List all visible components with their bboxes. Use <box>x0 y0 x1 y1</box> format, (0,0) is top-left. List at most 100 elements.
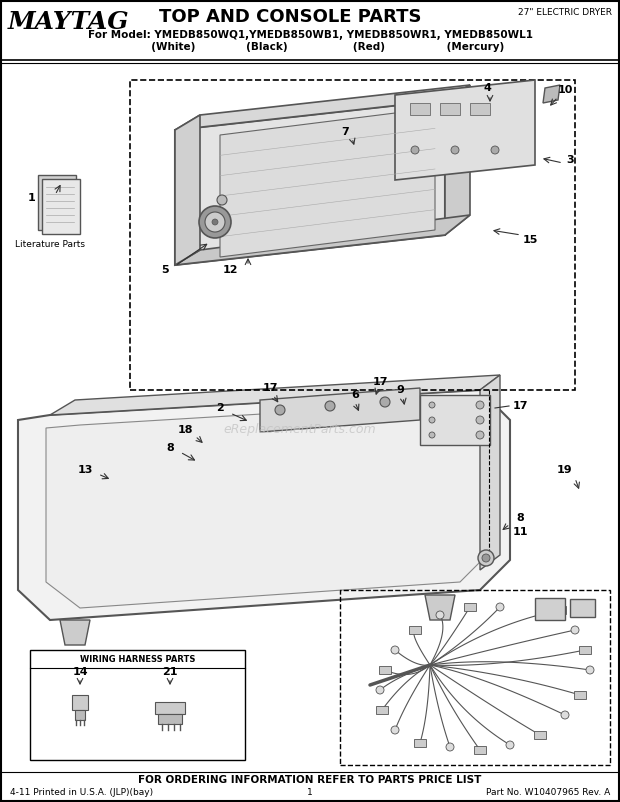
Circle shape <box>217 195 227 205</box>
Circle shape <box>451 146 459 154</box>
Bar <box>554 606 566 614</box>
Polygon shape <box>445 85 470 235</box>
Text: TOP AND CONSOLE PARTS: TOP AND CONSOLE PARTS <box>159 8 421 26</box>
Bar <box>579 646 591 654</box>
Text: 11: 11 <box>512 527 528 537</box>
Bar <box>474 746 486 754</box>
Polygon shape <box>42 179 80 234</box>
Bar <box>130 80 575 390</box>
Text: 4-11 Printed in U.S.A. (JLP)(bay): 4-11 Printed in U.S.A. (JLP)(bay) <box>10 788 153 797</box>
Text: 1: 1 <box>307 788 313 797</box>
Text: 17: 17 <box>262 383 278 393</box>
Text: 14: 14 <box>72 667 88 677</box>
Text: 5: 5 <box>161 265 169 275</box>
Circle shape <box>476 431 484 439</box>
Circle shape <box>376 686 384 694</box>
Circle shape <box>429 432 435 438</box>
Text: MAYTAG: MAYTAG <box>8 10 130 34</box>
Text: eReplacementParts.com: eReplacementParts.com <box>224 423 376 436</box>
Bar <box>30 650 245 760</box>
Text: 19: 19 <box>557 465 573 475</box>
Bar <box>340 590 610 765</box>
Circle shape <box>571 626 579 634</box>
Polygon shape <box>72 695 88 710</box>
Bar <box>535 598 565 620</box>
Bar <box>534 731 546 739</box>
Polygon shape <box>46 402 486 608</box>
Text: Literature Parts: Literature Parts <box>15 240 85 249</box>
Circle shape <box>391 646 399 654</box>
Bar <box>376 706 388 714</box>
Text: Part No. W10407965 Rev. A: Part No. W10407965 Rev. A <box>485 788 610 797</box>
Circle shape <box>476 401 484 409</box>
Circle shape <box>199 206 231 238</box>
Polygon shape <box>260 388 420 432</box>
Polygon shape <box>18 390 510 620</box>
Polygon shape <box>50 375 500 415</box>
Polygon shape <box>425 595 455 620</box>
Text: 17: 17 <box>512 401 528 411</box>
Text: 10: 10 <box>557 85 573 95</box>
Polygon shape <box>175 85 470 130</box>
Text: 8: 8 <box>166 443 174 453</box>
Text: 6: 6 <box>351 390 359 400</box>
Text: 13: 13 <box>78 465 92 475</box>
Text: 2: 2 <box>216 403 224 413</box>
Bar <box>409 626 421 634</box>
Polygon shape <box>480 375 500 570</box>
Circle shape <box>482 554 490 562</box>
Circle shape <box>212 219 218 225</box>
Circle shape <box>506 741 514 749</box>
Bar <box>570 599 595 617</box>
Polygon shape <box>175 100 470 190</box>
Polygon shape <box>60 620 90 645</box>
Text: 12: 12 <box>222 265 237 275</box>
Text: (White)              (Black)                  (Red)                 (Mercury): (White) (Black) (Red) (Mercury) <box>115 42 505 52</box>
Text: For Model: YMEDB850WQ1,YMEDB850WB1, YMEDB850WR1, YMEDB850WL1: For Model: YMEDB850WQ1,YMEDB850WB1, YMED… <box>87 30 533 40</box>
Bar <box>379 666 391 674</box>
Circle shape <box>496 603 504 611</box>
Circle shape <box>491 146 499 154</box>
Circle shape <box>478 550 494 566</box>
Polygon shape <box>158 714 182 724</box>
Bar <box>414 739 426 747</box>
Bar <box>574 691 586 699</box>
Circle shape <box>436 611 444 619</box>
Polygon shape <box>420 395 490 445</box>
Circle shape <box>411 146 419 154</box>
Text: 9: 9 <box>396 385 404 395</box>
Circle shape <box>325 401 335 411</box>
Text: WIRING HARNESS PARTS: WIRING HARNESS PARTS <box>80 655 195 664</box>
Circle shape <box>391 726 399 734</box>
Polygon shape <box>395 80 535 180</box>
Text: 1: 1 <box>28 193 36 203</box>
Circle shape <box>429 402 435 408</box>
Text: 7: 7 <box>341 127 349 137</box>
Circle shape <box>205 212 225 232</box>
Text: 15: 15 <box>522 235 538 245</box>
Polygon shape <box>543 85 560 103</box>
Circle shape <box>275 405 285 415</box>
Circle shape <box>561 711 569 719</box>
Bar <box>410 103 430 115</box>
Bar <box>470 103 490 115</box>
Polygon shape <box>175 100 445 265</box>
Circle shape <box>429 417 435 423</box>
Circle shape <box>586 666 594 674</box>
Bar <box>440 103 460 115</box>
Polygon shape <box>220 108 435 257</box>
Polygon shape <box>175 215 470 265</box>
Polygon shape <box>155 702 185 714</box>
Polygon shape <box>75 710 85 720</box>
Bar <box>464 603 476 611</box>
Text: 17: 17 <box>372 377 388 387</box>
Polygon shape <box>175 115 200 265</box>
Text: 18: 18 <box>177 425 193 435</box>
Text: 21: 21 <box>162 667 178 677</box>
Text: 3: 3 <box>566 155 574 165</box>
Circle shape <box>446 743 454 751</box>
Text: 8: 8 <box>516 513 524 523</box>
Text: 27" ELECTRIC DRYER: 27" ELECTRIC DRYER <box>518 8 612 17</box>
Circle shape <box>380 397 390 407</box>
Circle shape <box>476 416 484 424</box>
